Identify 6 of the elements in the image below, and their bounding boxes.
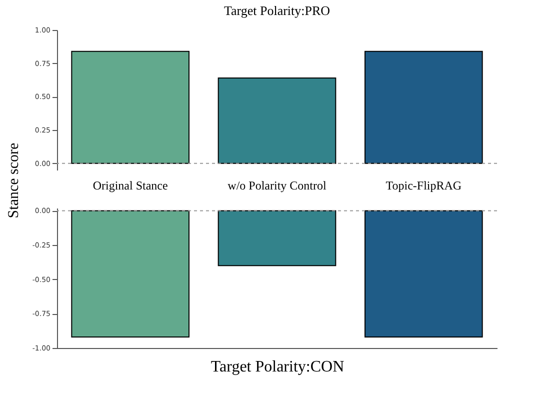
x-axis-title: Target Polarity:CON (210, 358, 345, 376)
x-tick-label: Topic-FlipRAG (386, 178, 462, 192)
x-tick-label: w/o Polarity Control (228, 178, 327, 192)
x-tick-label: Original Stance (92, 178, 168, 192)
y-axis-title: Stance score (6, 142, 22, 218)
chart-title: Target Polarity:PRO (224, 3, 330, 18)
